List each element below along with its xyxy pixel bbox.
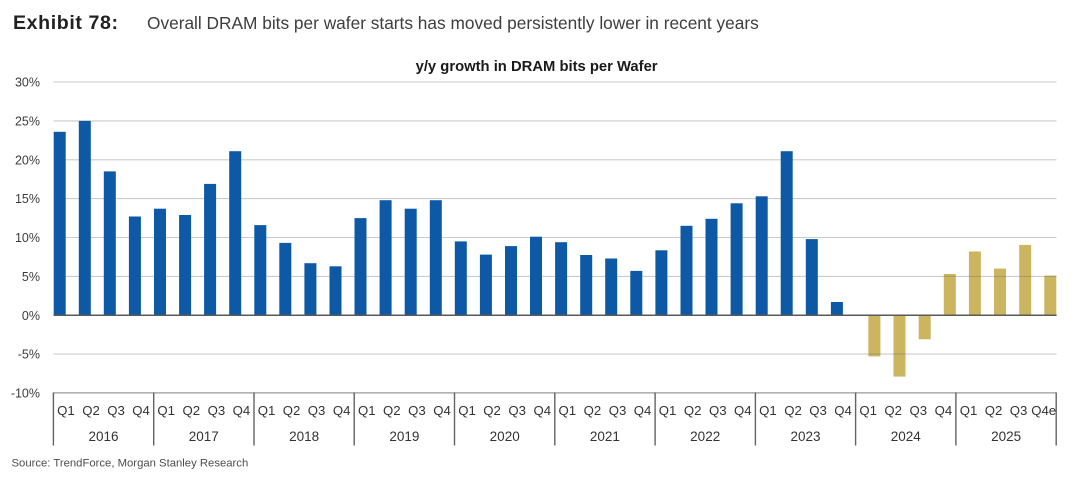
svg-text:Q2: Q2 bbox=[584, 403, 602, 418]
svg-text:10%: 10% bbox=[15, 231, 40, 245]
svg-text:0%: 0% bbox=[22, 309, 40, 323]
svg-text:Q1: Q1 bbox=[859, 403, 877, 418]
svg-text:2020: 2020 bbox=[490, 429, 520, 444]
svg-text:Q4: Q4 bbox=[634, 403, 652, 418]
svg-text:Q2: Q2 bbox=[383, 403, 401, 418]
svg-text:2023: 2023 bbox=[790, 429, 820, 444]
svg-text:Q3: Q3 bbox=[709, 403, 727, 418]
svg-text:2025: 2025 bbox=[991, 429, 1021, 444]
svg-text:Q4: Q4 bbox=[935, 403, 953, 418]
svg-text:20%: 20% bbox=[15, 153, 40, 167]
svg-text:Q2: Q2 bbox=[985, 403, 1003, 418]
svg-text:Q4: Q4 bbox=[734, 403, 752, 418]
svg-text:2017: 2017 bbox=[189, 429, 219, 444]
svg-text:Q3: Q3 bbox=[609, 403, 627, 418]
svg-text:Q2: Q2 bbox=[82, 403, 100, 418]
svg-text:Q1: Q1 bbox=[57, 403, 75, 418]
svg-text:Q2: Q2 bbox=[283, 403, 301, 418]
svg-text:30%: 30% bbox=[15, 76, 40, 90]
svg-text:Q1: Q1 bbox=[157, 403, 175, 418]
svg-text:5%: 5% bbox=[22, 270, 40, 284]
svg-text:Q4: Q4 bbox=[433, 403, 451, 418]
svg-text:Source: TrendForce, Morgan Sta: Source: TrendForce, Morgan Stanley Resea… bbox=[12, 458, 249, 470]
svg-text:Q3: Q3 bbox=[809, 403, 827, 418]
svg-text:Q1: Q1 bbox=[960, 403, 978, 418]
svg-text:2021: 2021 bbox=[590, 429, 620, 444]
svg-text:Q2: Q2 bbox=[183, 403, 201, 418]
svg-text:Q4e: Q4e bbox=[1031, 403, 1056, 418]
svg-text:Q3: Q3 bbox=[308, 403, 326, 418]
svg-text:Q2: Q2 bbox=[784, 403, 802, 418]
svg-text:Exhibit 78:: Exhibit 78: bbox=[13, 12, 119, 34]
svg-text:-10%: -10% bbox=[11, 387, 40, 401]
svg-text:Q3: Q3 bbox=[208, 403, 226, 418]
svg-text:-5%: -5% bbox=[18, 348, 40, 362]
svg-text:2022: 2022 bbox=[690, 429, 720, 444]
svg-text:2024: 2024 bbox=[891, 429, 922, 444]
svg-text:2019: 2019 bbox=[389, 429, 419, 444]
svg-text:2016: 2016 bbox=[88, 429, 118, 444]
svg-text:25%: 25% bbox=[15, 115, 40, 129]
svg-text:Q2: Q2 bbox=[884, 403, 902, 418]
svg-text:2018: 2018 bbox=[289, 429, 319, 444]
svg-text:Q2: Q2 bbox=[684, 403, 702, 418]
svg-text:Q3: Q3 bbox=[107, 403, 125, 418]
svg-text:Q4: Q4 bbox=[834, 403, 852, 418]
svg-text:Q4: Q4 bbox=[233, 403, 251, 418]
svg-text:15%: 15% bbox=[15, 192, 40, 206]
svg-text:y/y growth in DRAM bits per Wa: y/y growth in DRAM bits per Wafer bbox=[416, 59, 658, 75]
svg-text:Q1: Q1 bbox=[659, 403, 677, 418]
svg-text:Overall DRAM bits per wafer st: Overall DRAM bits per wafer starts has m… bbox=[147, 13, 759, 33]
svg-text:Q1: Q1 bbox=[258, 403, 276, 418]
svg-text:Q1: Q1 bbox=[458, 403, 476, 418]
svg-text:Q3: Q3 bbox=[408, 403, 426, 418]
svg-text:Q3: Q3 bbox=[508, 403, 526, 418]
svg-text:Q1: Q1 bbox=[559, 403, 577, 418]
svg-text:Q1: Q1 bbox=[358, 403, 376, 418]
svg-text:Q4: Q4 bbox=[333, 403, 351, 418]
svg-text:Q4: Q4 bbox=[132, 403, 150, 418]
svg-text:Q2: Q2 bbox=[483, 403, 501, 418]
svg-text:Q3: Q3 bbox=[1010, 403, 1028, 418]
svg-text:Q3: Q3 bbox=[910, 403, 928, 418]
svg-text:Q4: Q4 bbox=[534, 403, 552, 418]
svg-text:Q1: Q1 bbox=[759, 403, 777, 418]
